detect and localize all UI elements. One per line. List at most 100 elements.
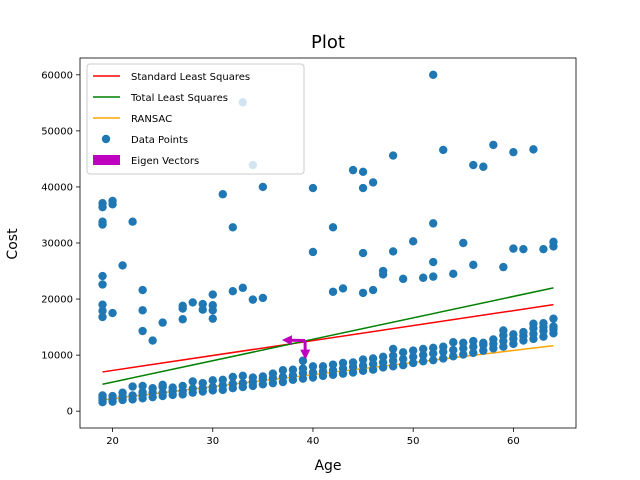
data-point <box>358 167 368 177</box>
x-axis-label: Age <box>314 458 341 474</box>
data-point <box>98 391 107 400</box>
data-point <box>378 266 388 276</box>
data-point <box>449 345 458 355</box>
data-point <box>338 284 348 293</box>
data-point <box>208 376 217 385</box>
data-point <box>358 183 368 193</box>
data-point <box>368 285 378 295</box>
legend-swatch <box>101 134 111 144</box>
data-point <box>388 344 398 354</box>
data-point <box>268 369 278 378</box>
data-point <box>429 219 438 228</box>
x-tick-label: 40 <box>307 436 320 447</box>
data-point <box>208 314 217 323</box>
data-point <box>98 271 107 281</box>
eigen-vector-arrow <box>300 340 311 360</box>
data-point <box>509 147 518 157</box>
data-point <box>348 358 358 367</box>
data-point <box>138 387 147 397</box>
data-point <box>398 361 408 370</box>
data-point <box>98 280 107 289</box>
data-point <box>499 326 508 335</box>
data-point <box>459 238 468 248</box>
data-point <box>238 378 248 388</box>
data-point <box>358 248 368 258</box>
data-point <box>368 354 378 363</box>
data-point <box>108 308 117 318</box>
data-point <box>198 378 207 388</box>
x-tick-label: 60 <box>507 436 520 447</box>
data-point <box>418 273 428 282</box>
data-point <box>429 70 438 80</box>
data-point <box>248 373 258 382</box>
data-point <box>388 247 398 256</box>
data-point <box>449 338 458 347</box>
data-point <box>98 217 107 226</box>
data-point <box>228 287 238 296</box>
data-point <box>549 314 558 323</box>
data-point <box>108 196 117 206</box>
data-point <box>198 299 207 309</box>
data-point <box>158 380 167 390</box>
data-point <box>479 338 488 347</box>
data-point <box>388 151 398 160</box>
legend-label: Standard Least Squares <box>131 72 250 83</box>
data-point <box>529 145 538 154</box>
data-point <box>118 388 127 397</box>
data-point <box>519 327 528 337</box>
data-point <box>238 283 248 293</box>
data-point <box>469 348 478 358</box>
data-point <box>258 293 268 303</box>
y-axis-label: Cost <box>5 228 21 260</box>
data-point <box>408 346 418 355</box>
y-tick-label: 50000 <box>41 126 73 137</box>
data-point <box>338 358 348 368</box>
data-point <box>469 260 478 270</box>
series-line-ransac <box>102 344 554 401</box>
data-point <box>439 342 448 351</box>
data-point <box>308 183 318 193</box>
data-point <box>439 145 448 155</box>
legend-label: Eigen Vectors <box>131 156 199 167</box>
data-point <box>479 162 488 171</box>
data-point <box>218 190 227 199</box>
data-point <box>459 338 468 347</box>
data-point <box>328 223 338 232</box>
data-point <box>489 335 498 344</box>
data-point <box>138 381 147 391</box>
y-tick-label: 30000 <box>41 239 73 250</box>
data-point <box>158 318 167 327</box>
data-point <box>388 351 398 360</box>
x-axis-ticks: 20 30 40 50 60 <box>106 428 520 447</box>
y-axis-ticks: 0 10000 20000 30000 40000 50000 60000 <box>41 70 80 418</box>
data-point <box>288 365 298 374</box>
data-point <box>258 182 268 192</box>
data-point <box>429 257 438 267</box>
data-point <box>378 352 388 362</box>
data-point <box>549 322 558 331</box>
data-point <box>138 306 147 315</box>
data-point <box>418 344 428 354</box>
plot-area <box>98 70 558 407</box>
data-point <box>238 371 248 381</box>
data-point <box>368 178 378 187</box>
data-point <box>188 384 197 393</box>
eigen-vector-arrow <box>281 335 305 346</box>
data-point <box>509 330 518 339</box>
data-point <box>408 352 418 362</box>
data-point <box>298 364 308 373</box>
data-point <box>398 348 408 357</box>
legend: Standard Least Squares Total Least Square… <box>86 63 305 175</box>
data-point <box>398 274 408 284</box>
legend-label: Total Least Squares <box>130 93 228 104</box>
axes-frame <box>79 57 577 429</box>
data-point <box>358 355 368 364</box>
data-point <box>218 375 227 384</box>
data-point <box>408 237 418 246</box>
y-tick-label: 60000 <box>41 70 73 81</box>
data-point <box>128 382 137 391</box>
data-point <box>308 247 318 257</box>
data-point <box>539 244 548 254</box>
data-point <box>118 261 127 270</box>
data-point <box>128 217 137 226</box>
